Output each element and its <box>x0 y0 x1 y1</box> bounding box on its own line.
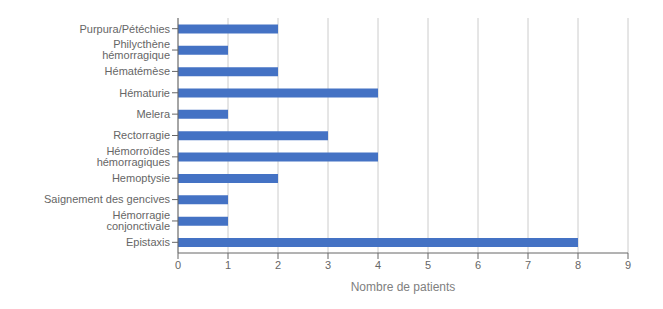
svg-text:4: 4 <box>375 259 381 271</box>
svg-text:1: 1 <box>225 259 231 271</box>
svg-text:Saignement des gencives: Saignement des gencives <box>44 193 170 205</box>
svg-text:Hemoptysie: Hemoptysie <box>112 172 170 184</box>
svg-text:Hématémèse: Hématémèse <box>105 65 170 77</box>
svg-text:Epistaxis: Epistaxis <box>126 236 171 248</box>
svg-text:7: 7 <box>525 259 531 271</box>
svg-text:Philycthènehémorragique: Philycthènehémorragique <box>102 38 170 61</box>
svg-text:Purpura/Pétéchies: Purpura/Pétéchies <box>80 23 171 35</box>
svg-text:2: 2 <box>275 259 281 271</box>
svg-text:0: 0 <box>175 259 181 271</box>
svg-text:Hémorroïdeshémorragiques: Hémorroïdeshémorragiques <box>97 145 171 168</box>
svg-text:9: 9 <box>625 259 631 271</box>
svg-text:5: 5 <box>425 259 431 271</box>
svg-text:Hématurie: Hématurie <box>119 87 170 99</box>
svg-text:Rectorragie: Rectorragie <box>113 129 170 141</box>
svg-text:Nombre de patients: Nombre de patients <box>351 280 456 294</box>
svg-text:8: 8 <box>575 259 581 271</box>
svg-text:6: 6 <box>475 259 481 271</box>
svg-text:Melera: Melera <box>136 108 171 120</box>
svg-text:3: 3 <box>325 259 331 271</box>
svg-text:Hémorragieconjonctivale: Hémorragieconjonctivale <box>106 209 170 232</box>
